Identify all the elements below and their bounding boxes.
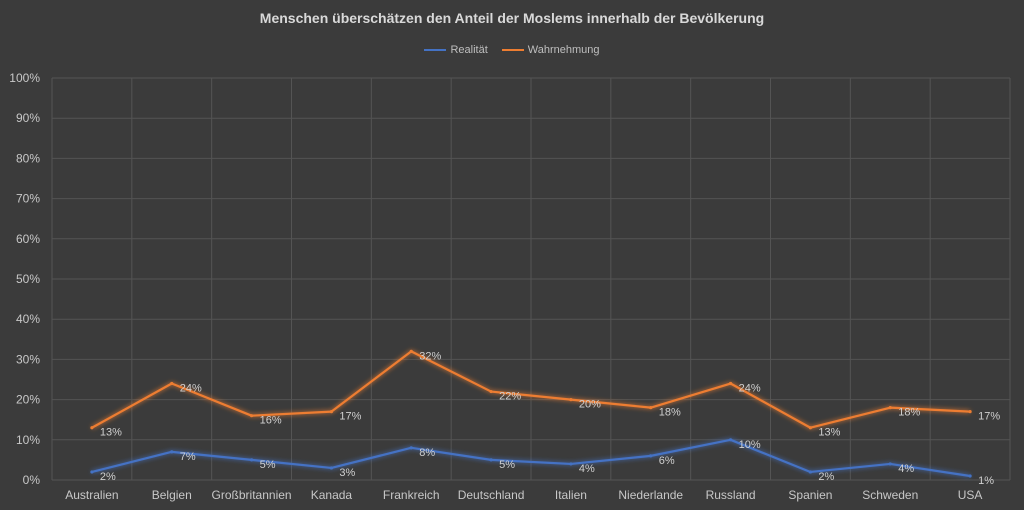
data-point — [489, 389, 493, 394]
data-point — [249, 414, 254, 418]
x-tick-label: Russland — [706, 488, 756, 502]
x-tick-label: Belgien — [152, 488, 192, 502]
legend-label-wahrnehmung: Wahrnehmung — [527, 44, 600, 56]
y-tick-label: 60% — [16, 232, 40, 246]
series — [90, 349, 972, 478]
data-label: 22% — [499, 391, 521, 403]
data-label: 3% — [339, 467, 355, 479]
data-label: 6% — [659, 455, 675, 467]
legend-swatch-realitaet — [424, 49, 447, 51]
x-tick-label: USA — [958, 488, 983, 502]
data-label: 1% — [978, 475, 994, 487]
data-point — [249, 458, 254, 462]
data-label: 2% — [100, 471, 116, 483]
series-line-wahrnehmung — [91, 350, 971, 429]
data-point — [170, 450, 174, 454]
data-point — [489, 458, 493, 462]
x-tick-label: Frankreich — [383, 488, 440, 502]
x-tick-label: Deutschland — [458, 488, 525, 502]
data-point — [808, 426, 813, 430]
y-tick-label: 80% — [16, 151, 40, 165]
data-point — [808, 470, 813, 474]
data-point — [728, 381, 733, 386]
y-tick-label: 100% — [9, 71, 40, 85]
x-tick-label: Niederlande — [618, 488, 683, 502]
data-labels: 2% 7% 5% 3% 8% 5% 4% 6% 10% 2% 4% 1% 13% 24% 16% 17% 32%… — [100, 350, 1000, 487]
data-label: 13% — [818, 427, 840, 439]
data-point — [649, 406, 653, 410]
data-label: 5% — [260, 459, 276, 471]
legend-swatch-wahrnehmung — [501, 49, 524, 51]
data-point — [968, 410, 972, 414]
data-point — [409, 446, 413, 450]
data-point — [888, 462, 892, 466]
gridlines — [51, 77, 1011, 481]
x-tick-label: Kanada — [311, 488, 353, 502]
data-label: 2% — [818, 471, 834, 483]
data-label: 18% — [898, 407, 920, 419]
x-tick-label: Spanien — [788, 488, 832, 502]
x-tick-label: Schweden — [862, 488, 918, 502]
data-label: 32% — [419, 350, 441, 362]
data-label: 13% — [100, 427, 122, 439]
data-point — [329, 466, 334, 470]
data-point — [90, 470, 94, 474]
data-label: 18% — [659, 407, 681, 419]
y-tick-label: 10% — [16, 433, 40, 447]
data-point — [968, 474, 972, 478]
data-point — [409, 349, 413, 353]
data-label: 24% — [739, 383, 761, 395]
data-point — [888, 406, 892, 410]
x-tick-label: Italien — [555, 488, 587, 502]
x-tick-label: Großbritannien — [212, 488, 292, 502]
x-tick-label: Australien — [65, 488, 118, 502]
data-point — [728, 438, 733, 442]
data-label: 20% — [579, 399, 601, 411]
y-tick-label: 70% — [16, 192, 40, 206]
data-label: 8% — [419, 447, 435, 459]
data-label: 10% — [739, 439, 761, 451]
legend: Realität Wahrnehmung — [0, 44, 1024, 56]
data-label: 4% — [898, 463, 914, 475]
series-line-realitaet — [91, 438, 971, 478]
y-tick-label: 50% — [16, 272, 40, 286]
y-tick-label: 20% — [16, 393, 40, 407]
y-tick-label: 30% — [16, 352, 40, 366]
y-tick-label: 40% — [16, 312, 40, 326]
data-label: 5% — [499, 459, 515, 471]
data-label: 16% — [260, 415, 282, 427]
data-label: 7% — [180, 451, 196, 463]
chart-title: Menschen überschätzen den Anteil der Mos… — [259, 10, 765, 26]
data-point — [90, 426, 94, 430]
legend-item-realitaet: Realität — [424, 44, 488, 56]
data-label: 17% — [339, 411, 361, 423]
legend-item-wahrnehmung: Wahrnehmung — [501, 44, 600, 56]
data-point — [649, 454, 653, 458]
data-label: 17% — [978, 411, 1000, 423]
legend-label-realitaet: Realität — [450, 44, 488, 56]
data-label: 24% — [180, 383, 202, 395]
y-tick-label: 0% — [23, 473, 41, 487]
y-tick-label: 90% — [16, 111, 40, 125]
data-point — [170, 381, 174, 386]
data-label: 4% — [579, 463, 595, 475]
axes: 0% 10% 20% 30% 40% 50% 60% 70% 80% 90% 100% Austral… — [9, 71, 982, 502]
data-point — [569, 462, 573, 466]
data-point — [569, 398, 573, 402]
data-point — [329, 410, 334, 414]
